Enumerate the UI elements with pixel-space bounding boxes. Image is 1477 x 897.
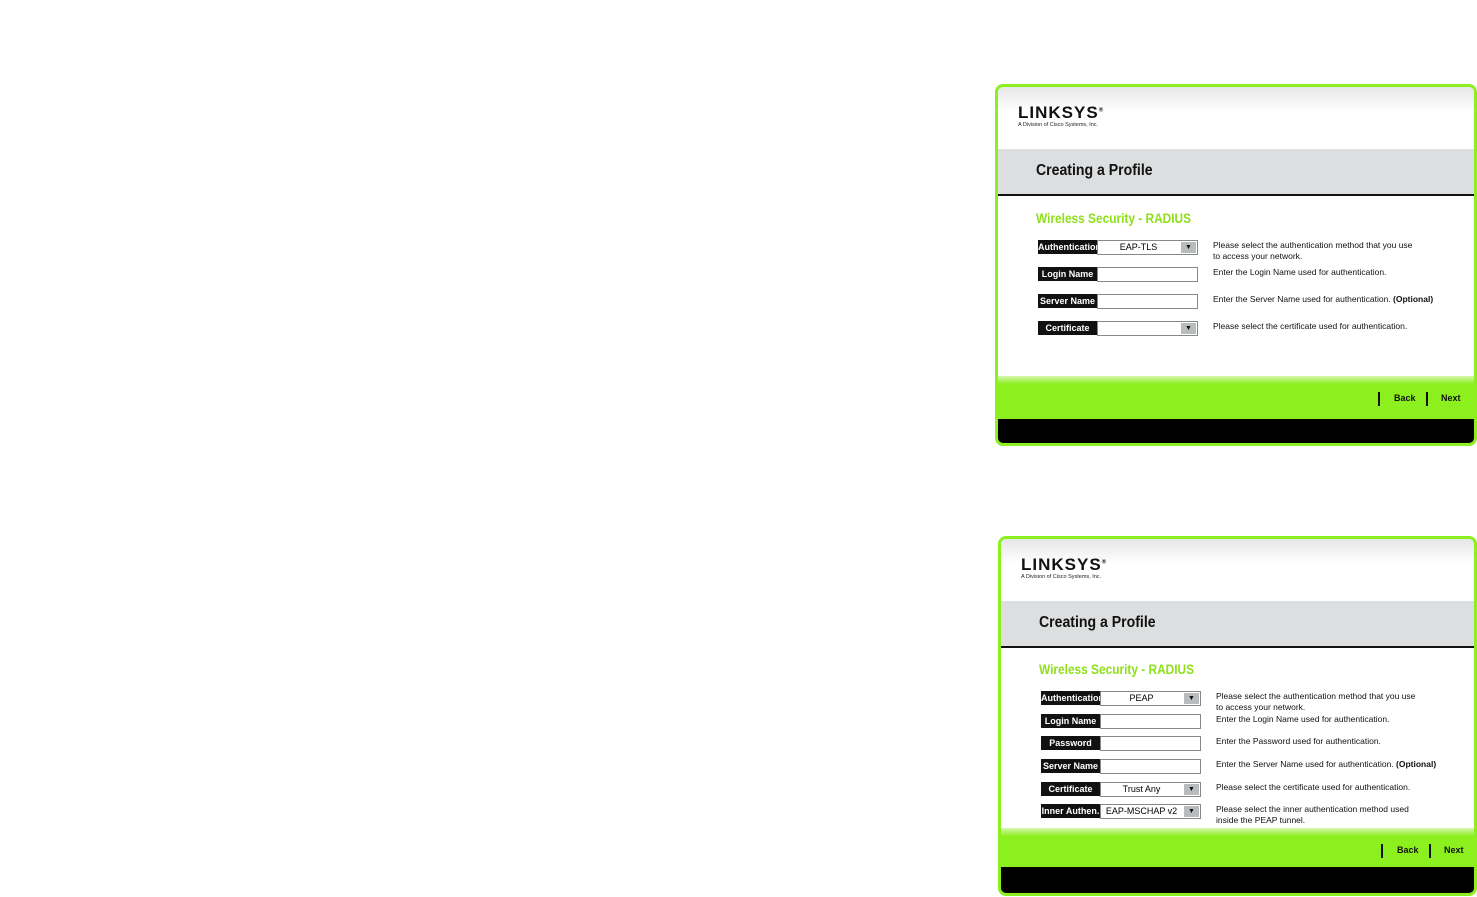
- next-button[interactable]: Next: [1441, 393, 1461, 403]
- registered-mark: ®: [1101, 559, 1108, 566]
- field-label: Authentication: [1041, 691, 1104, 705]
- inner-authen-select[interactable]: EAP-MSCHAP v2 ▼: [1100, 804, 1201, 819]
- registered-mark: ®: [1098, 107, 1105, 114]
- field-description: Enter the Password used for authenticati…: [1216, 736, 1456, 747]
- field-label: Password: [1041, 736, 1100, 750]
- description-text: Please select the certificate used for a…: [1216, 782, 1411, 792]
- optional-note: (Optional): [1393, 294, 1434, 304]
- certificate-select[interactable]: Trust Any ▼: [1100, 782, 1201, 797]
- server-name-input[interactable]: [1097, 294, 1198, 309]
- description-text: Please select the inner authentication m…: [1216, 804, 1409, 814]
- field-label: Certificate: [1041, 782, 1100, 796]
- linksys-logo: LINKSYS®: [1021, 555, 1107, 575]
- bottom-bar: [998, 419, 1474, 443]
- logo-text: LINKSYS: [1018, 103, 1099, 122]
- footer-bar: Back Next: [1001, 828, 1474, 873]
- description-text: Please select the authentication method …: [1216, 691, 1416, 701]
- profile-panel-eap-tls: LINKSYS® A Division of Cisco Systems, Inc…: [995, 84, 1477, 446]
- field-description: Please select the certificate used for a…: [1216, 782, 1456, 793]
- field-description: Please select the inner authentication m…: [1216, 804, 1456, 826]
- section-title: Wireless Security - RADIUS: [1036, 211, 1192, 226]
- field-description: Enter the Login Name used for authentica…: [1216, 714, 1456, 725]
- title-band: Creating a Profile: [998, 149, 1474, 196]
- field-description: Please select the authentication method …: [1213, 240, 1453, 262]
- description-text: Enter the Server Name used for authentic…: [1213, 294, 1391, 304]
- dropdown-arrow-icon[interactable]: ▼: [1181, 242, 1196, 253]
- description-text: Enter the Login Name used for authentica…: [1216, 714, 1390, 724]
- description-text-line2: to access your network.: [1216, 702, 1306, 712]
- field-description: Enter the Server Name used for authentic…: [1216, 759, 1456, 770]
- selected-value: PEAP: [1129, 693, 1154, 703]
- dropdown-arrow-icon[interactable]: ▼: [1184, 784, 1199, 795]
- optional-note: (Optional): [1396, 759, 1437, 769]
- dropdown-arrow-icon[interactable]: ▼: [1181, 323, 1196, 334]
- selected-value: EAP-MSCHAP v2: [1105, 806, 1178, 816]
- next-button[interactable]: Next: [1444, 845, 1464, 855]
- description-text-line2: inside the PEAP tunnel.: [1216, 815, 1306, 825]
- field-label: Authentication: [1038, 240, 1101, 254]
- field-label: Login Name: [1041, 714, 1100, 728]
- separator: [1381, 844, 1383, 858]
- separator: [1378, 392, 1380, 406]
- login-name-input[interactable]: [1097, 267, 1198, 282]
- page-title: Creating a Profile: [1039, 614, 1156, 631]
- bottom-bar: [1001, 867, 1474, 893]
- description-text: Please select the authentication method …: [1213, 240, 1413, 250]
- back-button[interactable]: Back: [1394, 393, 1416, 403]
- page-title: Creating a Profile: [1036, 162, 1153, 179]
- dropdown-arrow-icon[interactable]: ▼: [1184, 806, 1199, 817]
- linksys-logo: LINKSYS®: [1018, 103, 1104, 123]
- header: LINKSYS® A Division of Cisco Systems, Inc…: [1001, 539, 1474, 601]
- section-title: Wireless Security - RADIUS: [1039, 662, 1195, 677]
- selected-value: EAP-TLS: [1119, 242, 1158, 252]
- profile-panel-peap: LINKSYS® A Division of Cisco Systems, Inc…: [998, 536, 1477, 896]
- field-label: Server Name: [1038, 294, 1097, 308]
- field-description: Please select the certificate used for a…: [1213, 321, 1453, 332]
- description-text: Enter the Server Name used for authentic…: [1216, 759, 1394, 769]
- field-description: Enter the Login Name used for authentica…: [1213, 267, 1453, 278]
- field-label: Certificate: [1038, 321, 1097, 335]
- logo-text: LINKSYS: [1021, 555, 1102, 574]
- authentication-select[interactable]: PEAP ▼: [1100, 691, 1201, 706]
- field-label: Login Name: [1038, 267, 1097, 281]
- description-text: Enter the Password used for authenticati…: [1216, 736, 1381, 746]
- logo-subtitle: A Division of Cisco Systems, Inc.: [1021, 574, 1102, 580]
- separator: [1429, 844, 1431, 858]
- field-description: Enter the Server Name used for authentic…: [1213, 294, 1453, 305]
- footer-bar: Back Next: [998, 376, 1474, 421]
- field-label: Server Name: [1041, 759, 1100, 773]
- field-description: Please select the authentication method …: [1216, 691, 1456, 713]
- field-label: Inner Authen.: [1041, 804, 1100, 818]
- title-band: Creating a Profile: [1001, 601, 1474, 648]
- description-text: Enter the Login Name used for authentica…: [1213, 267, 1387, 277]
- password-input[interactable]: [1100, 736, 1201, 751]
- selected-value: Trust Any: [1122, 784, 1161, 794]
- authentication-select[interactable]: EAP-TLS ▼: [1097, 240, 1198, 255]
- server-name-input[interactable]: [1100, 759, 1201, 774]
- logo-subtitle: A Division of Cisco Systems, Inc.: [1018, 122, 1099, 128]
- back-button[interactable]: Back: [1397, 845, 1419, 855]
- dropdown-arrow-icon[interactable]: ▼: [1184, 693, 1199, 704]
- certificate-select[interactable]: ▼: [1097, 321, 1198, 336]
- separator: [1426, 392, 1428, 406]
- description-text: Please select the certificate used for a…: [1213, 321, 1408, 331]
- header: LINKSYS® A Division of Cisco Systems, Inc…: [998, 87, 1474, 149]
- description-text-line2: to access your network.: [1213, 251, 1303, 261]
- login-name-input[interactable]: [1100, 714, 1201, 729]
